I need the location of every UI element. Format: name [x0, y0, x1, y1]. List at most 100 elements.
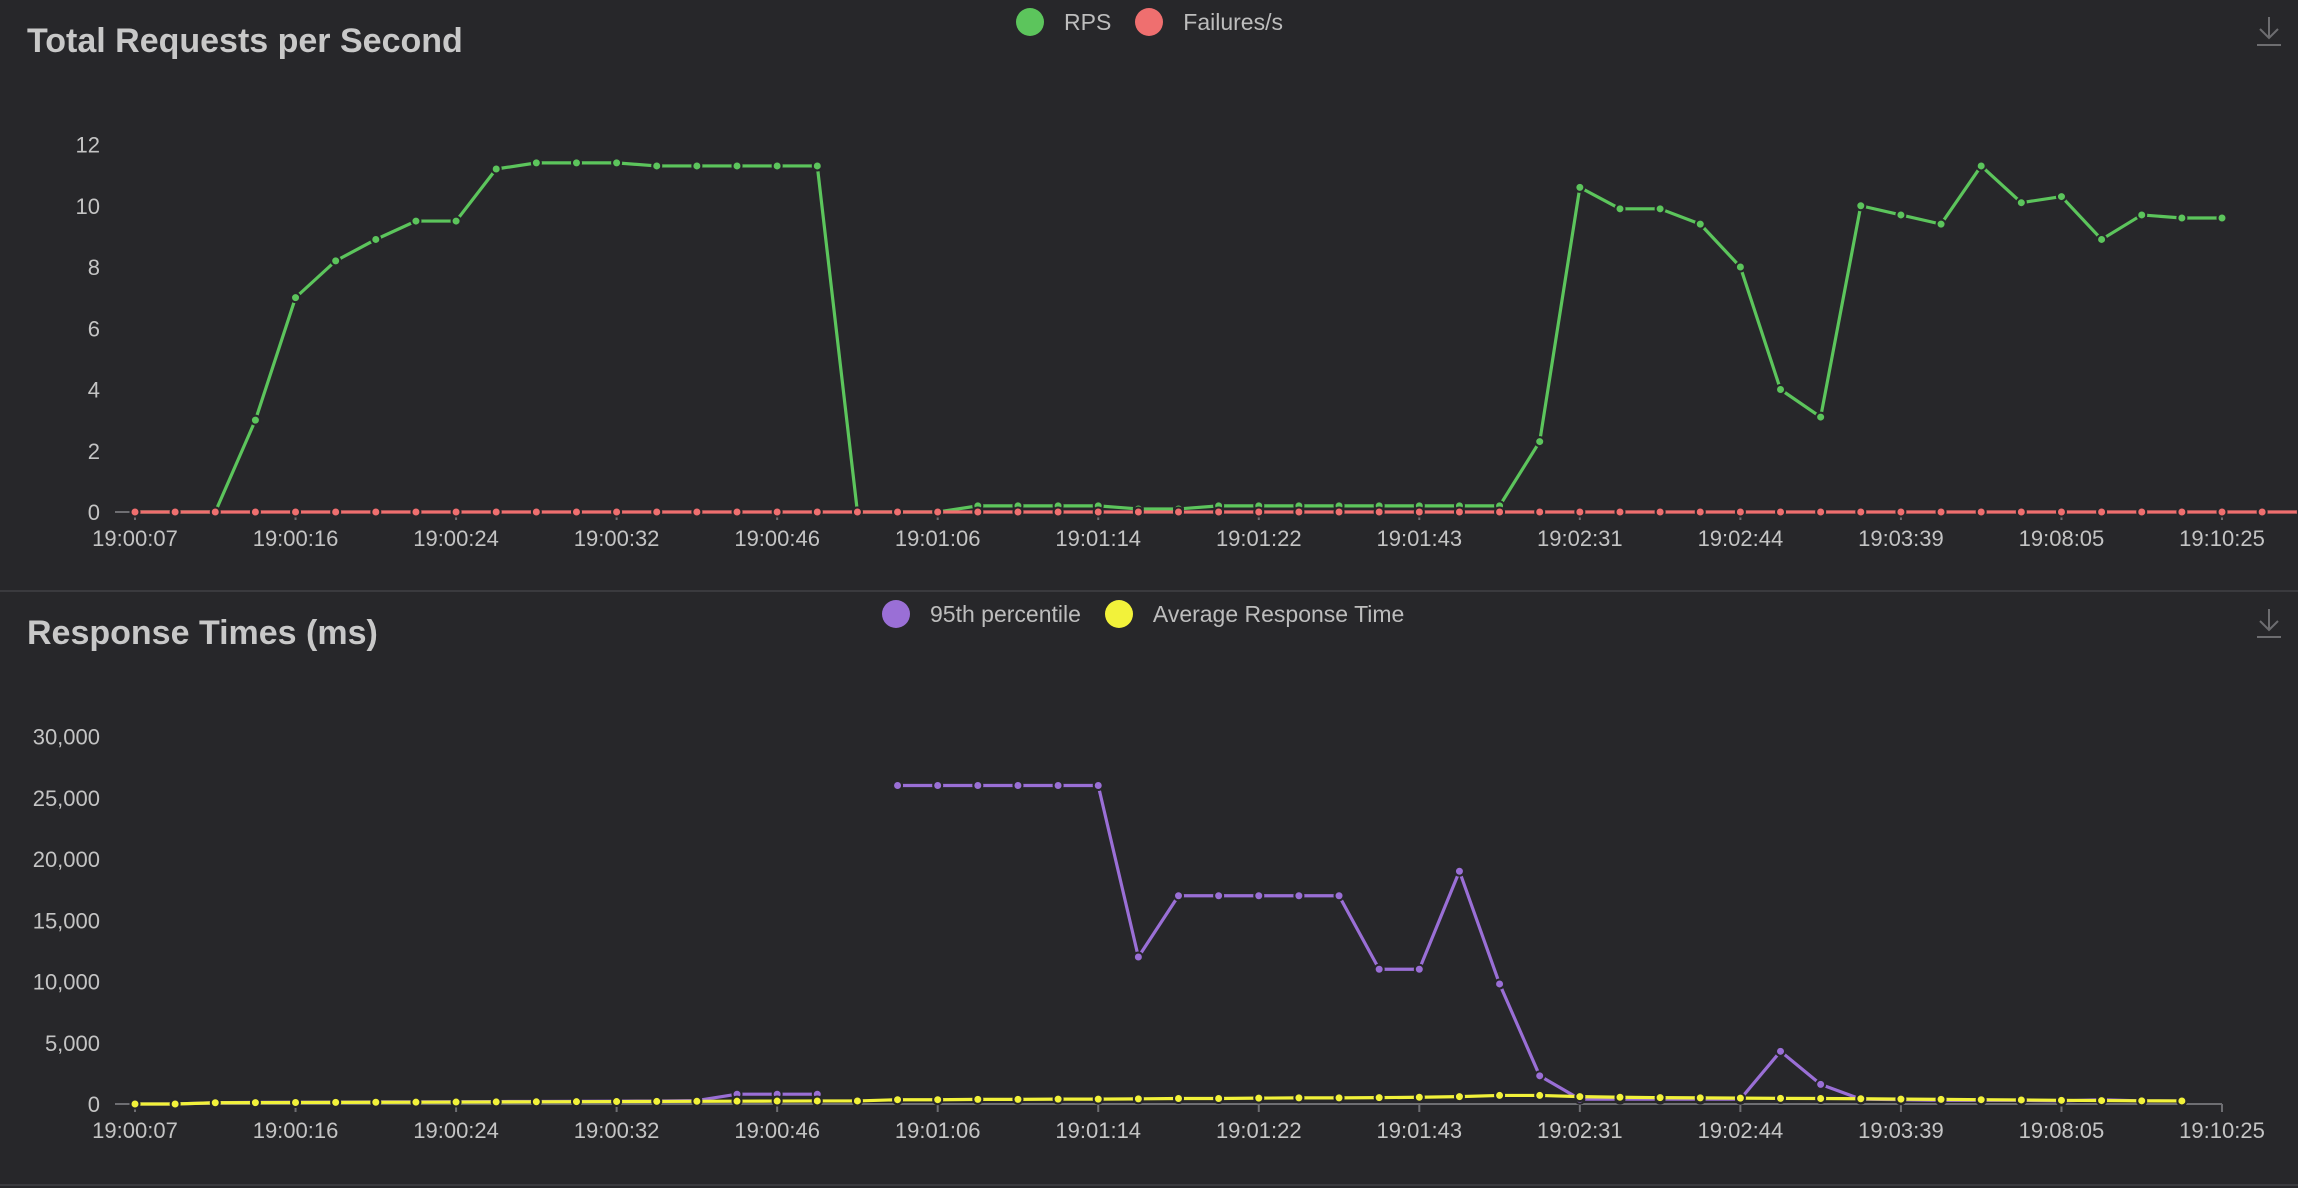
legend-item-failures[interactable]: Failures/s [1135, 8, 1283, 36]
data-point[interactable] [1453, 1091, 1465, 1103]
data-point[interactable] [2096, 506, 2108, 518]
data-point[interactable] [1855, 506, 1867, 518]
data-point[interactable] [1132, 506, 1144, 518]
data-point[interactable] [570, 1096, 582, 1108]
data-point[interactable] [1413, 1091, 1425, 1103]
data-point[interactable] [1654, 1092, 1666, 1104]
data-point[interactable] [1935, 218, 1947, 230]
data-point[interactable] [169, 506, 181, 518]
data-point[interactable] [2136, 506, 2148, 518]
data-point[interactable] [530, 157, 542, 169]
data-point[interactable] [1975, 1094, 1987, 1106]
data-point[interactable] [1173, 506, 1184, 518]
data-point[interactable] [1694, 218, 1706, 230]
data-point[interactable] [1775, 384, 1787, 395]
data-point[interactable] [1614, 1091, 1626, 1103]
data-point[interactable] [2055, 506, 2067, 518]
data-point[interactable] [691, 1095, 703, 1107]
data-point[interactable] [771, 160, 783, 172]
data-point[interactable] [249, 506, 261, 518]
data-point[interactable] [2015, 506, 2027, 518]
data-point[interactable] [1293, 890, 1305, 902]
data-point[interactable] [1534, 436, 1546, 448]
data-point[interactable] [1815, 506, 1827, 518]
legend-item-rps[interactable]: RPS [1016, 8, 1111, 36]
data-point[interactable] [771, 506, 783, 518]
data-point[interactable] [1614, 203, 1626, 215]
data-point[interactable] [570, 157, 582, 169]
data-point[interactable] [1413, 963, 1425, 975]
data-point[interactable] [1895, 209, 1907, 221]
data-point[interactable] [811, 160, 823, 172]
data-point[interactable] [611, 1096, 623, 1108]
data-point[interactable] [1734, 506, 1746, 518]
legend-item-avg[interactable]: Average Response Time [1104, 600, 1404, 628]
data-point[interactable] [249, 414, 261, 426]
data-point[interactable] [651, 160, 663, 172]
data-point[interactable] [1654, 506, 1666, 518]
data-point[interactable] [1012, 1093, 1024, 1105]
data-point[interactable] [1534, 1070, 1546, 1082]
data-point[interactable] [731, 160, 743, 172]
data-point[interactable] [2136, 1095, 2148, 1107]
data-point[interactable] [1975, 506, 1987, 518]
data-point[interactable] [1574, 506, 1586, 518]
data-point[interactable] [1373, 506, 1385, 518]
data-point[interactable] [1855, 200, 1867, 212]
data-point[interactable] [330, 255, 342, 267]
data-point[interactable] [450, 215, 462, 227]
data-point[interactable] [892, 1094, 904, 1106]
data-point[interactable] [1253, 890, 1265, 902]
data-point[interactable] [490, 506, 502, 518]
data-point[interactable] [932, 780, 944, 791]
data-point[interactable] [1534, 506, 1546, 518]
data-point[interactable] [410, 215, 422, 227]
data-point[interactable] [731, 506, 743, 518]
download-icon[interactable] [2254, 606, 2284, 640]
data-point[interactable] [1333, 890, 1345, 902]
data-point[interactable] [2055, 191, 2067, 203]
data-point[interactable] [2055, 1094, 2067, 1106]
data-point[interactable] [2176, 506, 2188, 518]
data-point[interactable] [330, 1096, 342, 1108]
data-point[interactable] [2136, 209, 2148, 221]
data-point[interactable] [530, 506, 542, 518]
data-point[interactable] [892, 506, 904, 518]
data-point[interactable] [1173, 1092, 1184, 1104]
data-point[interactable] [651, 506, 663, 518]
data-point[interactable] [1092, 506, 1104, 518]
data-point[interactable] [1494, 1089, 1506, 1101]
data-point[interactable] [811, 506, 823, 518]
data-point[interactable] [370, 233, 382, 245]
data-point[interactable] [1935, 506, 1947, 518]
data-point[interactable] [1494, 506, 1506, 518]
data-point[interactable] [169, 1098, 181, 1110]
data-point[interactable] [651, 1095, 663, 1107]
data-point[interactable] [1092, 780, 1104, 791]
data-point[interactable] [1855, 1093, 1867, 1105]
data-point[interactable] [892, 780, 904, 791]
data-point[interactable] [731, 1095, 743, 1107]
data-point[interactable] [1815, 1092, 1827, 1104]
data-point[interactable] [530, 1096, 542, 1108]
data-point[interactable] [972, 780, 984, 791]
data-point[interactable] [1453, 865, 1465, 877]
data-point[interactable] [932, 506, 944, 518]
data-point[interactable] [851, 506, 863, 518]
data-point[interactable] [2176, 212, 2188, 224]
data-point[interactable] [1614, 506, 1626, 518]
data-point[interactable] [209, 506, 221, 518]
data-point[interactable] [1775, 1045, 1787, 1057]
data-point[interactable] [932, 1094, 944, 1106]
data-point[interactable] [1574, 181, 1586, 193]
legend-item-p95[interactable]: 95th percentile [882, 600, 1081, 628]
data-point[interactable] [1253, 506, 1265, 518]
data-point[interactable] [1092, 1093, 1104, 1105]
data-point[interactable] [1574, 1091, 1586, 1103]
data-point[interactable] [209, 1097, 221, 1109]
data-point[interactable] [1213, 890, 1225, 902]
data-point[interactable] [1373, 1092, 1385, 1104]
data-point[interactable] [972, 1093, 984, 1105]
data-point[interactable] [1494, 978, 1506, 990]
data-point[interactable] [370, 1096, 382, 1108]
